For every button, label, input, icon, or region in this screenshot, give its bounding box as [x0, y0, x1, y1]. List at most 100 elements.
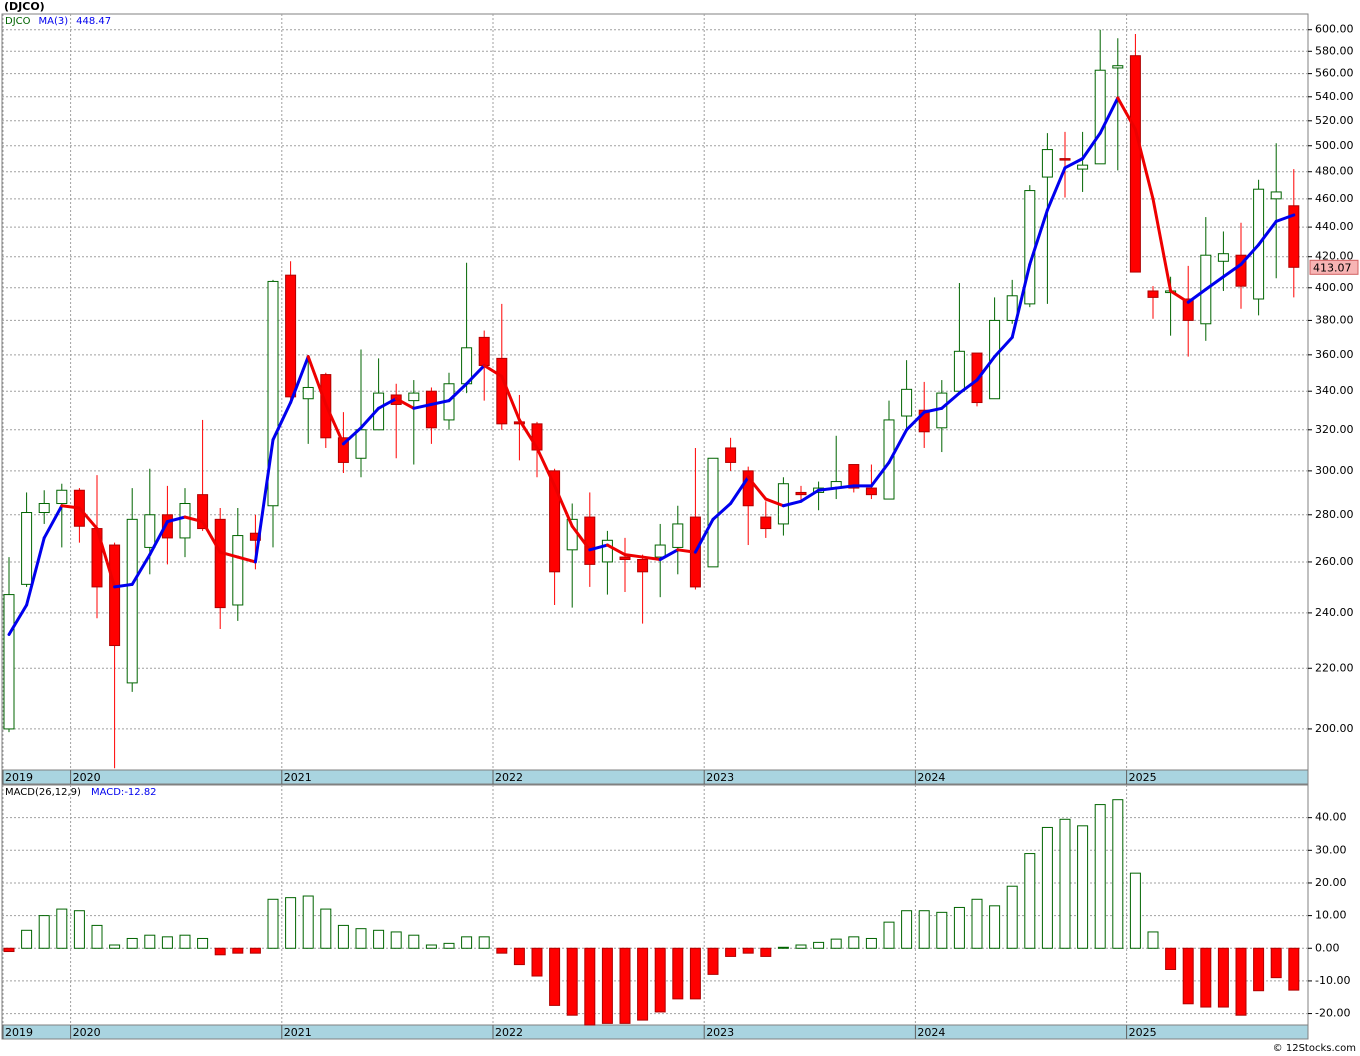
macd-bar: [654, 947, 666, 1013]
candle-body: [1235, 254, 1247, 287]
macd-bar: [161, 936, 173, 949]
legend-value: -12.82: [124, 787, 156, 798]
candle-body: [654, 544, 666, 558]
ma-line: [957, 378, 979, 395]
macd-bar: [1165, 947, 1177, 970]
macd-bar: [1288, 947, 1300, 991]
candle-body: [549, 470, 561, 573]
legend-name: MACD:: [91, 787, 124, 798]
macd-bar: [1217, 947, 1229, 1008]
y-tick-label: 360.00: [1315, 348, 1354, 361]
ma-line: [165, 515, 187, 524]
ma-line: [183, 515, 205, 524]
legend-ma-value: 448.47: [76, 16, 111, 27]
y-tick-label: 240.00: [1315, 606, 1354, 619]
macd-bar: [302, 895, 314, 949]
ma-line: [641, 555, 662, 562]
candle-body: [901, 388, 913, 417]
x-tick-label: 2022: [495, 771, 523, 784]
candle-body: [302, 386, 314, 400]
ma-line: [324, 402, 345, 446]
candle-body: [1112, 65, 1124, 69]
ma-line: [905, 410, 926, 432]
ma-line: [500, 374, 521, 422]
x-tick-label: 2019: [5, 1026, 33, 1039]
macd-bar: [337, 924, 349, 949]
macd-bar: [953, 906, 965, 949]
ma-line: [588, 543, 609, 552]
candle-body: [373, 392, 385, 431]
macd-bar: [408, 934, 420, 949]
ma-line: [535, 446, 557, 488]
candle-body: [1077, 164, 1089, 170]
macd-bar: [619, 947, 631, 1024]
ma-line: [1081, 131, 1102, 161]
macd-bar: [1024, 853, 1036, 949]
candle-body: [38, 503, 50, 514]
macd-bar: [425, 944, 437, 949]
legend: DJCO MA(3) 448.47: [5, 16, 111, 27]
ma-line: [60, 504, 81, 510]
y-tick-label: 560.00: [1315, 67, 1354, 80]
macd-bar: [1129, 872, 1141, 949]
y-tick-label: 380.00: [1315, 313, 1354, 326]
ma-line: [781, 499, 803, 508]
macd-bar: [1006, 885, 1018, 949]
macd-bar: [179, 934, 191, 949]
x-tick-label: 2024: [917, 1026, 945, 1039]
macd-bar: [461, 936, 473, 949]
x-tick-label: 2025: [1129, 771, 1157, 784]
last-price-label: 413.07: [1313, 261, 1352, 274]
ma-line: [1010, 262, 1032, 339]
ma-line: [1169, 289, 1190, 304]
ma-line: [993, 335, 1014, 359]
ma-line: [605, 543, 627, 557]
candle-body: [795, 491, 807, 496]
macd-bar: [267, 898, 279, 949]
y-tick-label: 460.00: [1315, 192, 1354, 205]
candle-body: [179, 503, 191, 539]
ma-line: [42, 504, 64, 540]
x-tick-label: 2024: [917, 771, 945, 784]
macd-bar: [689, 947, 701, 1000]
candle-body: [109, 544, 121, 647]
macd-bar: [390, 931, 402, 949]
ma-line: [1257, 219, 1278, 247]
x-tick-label: 2025: [1129, 1026, 1157, 1039]
y-tick-label: -10.00: [1315, 974, 1350, 987]
x-tick-label: 2023: [706, 771, 734, 784]
candle-body: [1094, 69, 1106, 165]
ma-line: [834, 484, 856, 490]
candle-body: [232, 535, 244, 606]
macd-bar: [1182, 947, 1194, 1005]
candle-body: [214, 518, 226, 609]
candle-body: [267, 280, 279, 507]
candle-body: [989, 319, 1001, 400]
ma-line: [1151, 197, 1173, 293]
macd-bar: [760, 947, 772, 957]
y-tick-label: 40.00: [1315, 811, 1347, 824]
y-tick-label: 520.00: [1315, 114, 1354, 127]
macd-bar: [21, 929, 33, 949]
candle-body: [1006, 295, 1018, 321]
macd-bar: [249, 947, 261, 954]
y-tick-label: 30.00: [1315, 843, 1347, 856]
x-tick-label: 2023: [706, 1026, 734, 1039]
ma-line: [253, 438, 275, 564]
y-tick-label: 340.00: [1315, 384, 1354, 397]
macd-bar: [56, 908, 68, 949]
candle-body: [672, 523, 684, 548]
ma-line: [817, 486, 838, 492]
ma-line: [1186, 287, 1208, 304]
ma-line: [77, 506, 99, 531]
macd-bar: [637, 947, 649, 1021]
macd-bar: [1147, 931, 1159, 949]
ma-line: [746, 475, 768, 501]
ma-line: [553, 484, 574, 528]
macd-bar: [1235, 947, 1247, 1016]
candle-body: [1041, 149, 1053, 178]
macd-bar: [901, 910, 913, 949]
candle-body: [1059, 158, 1071, 161]
y-tick-label: 580.00: [1315, 44, 1354, 57]
